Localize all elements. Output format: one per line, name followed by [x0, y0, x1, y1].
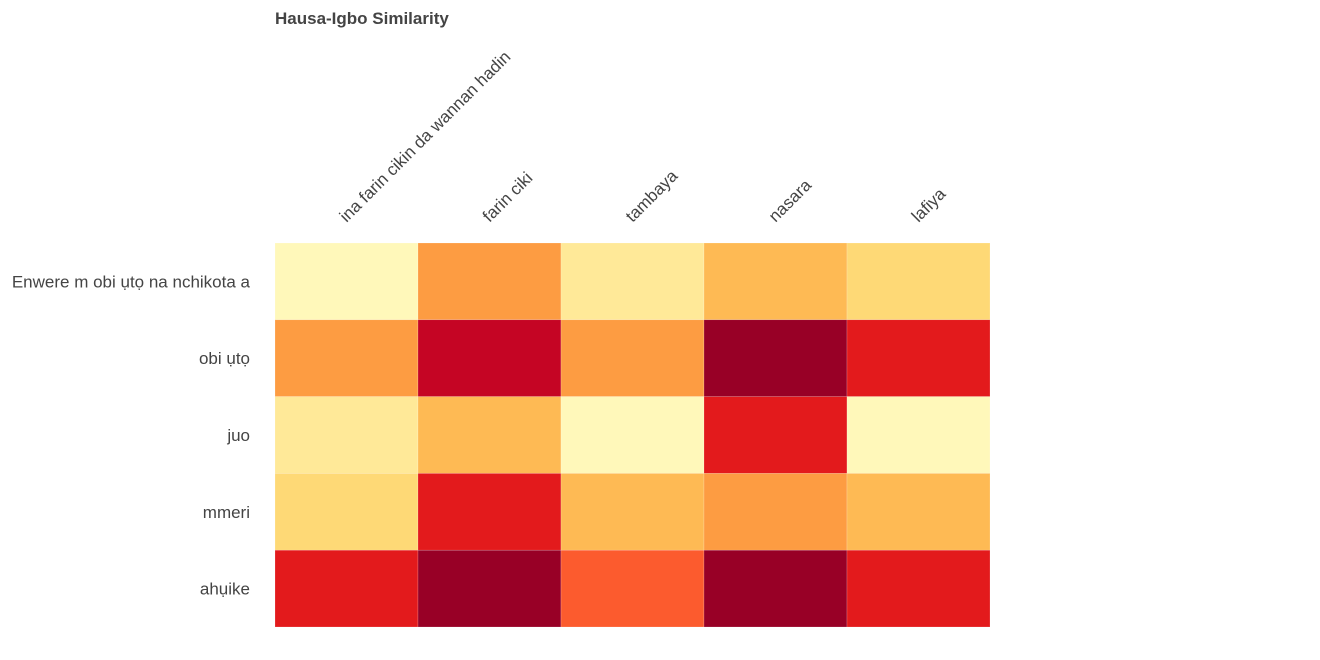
heatmap-cell-r0-c2[interactable] — [560, 242, 705, 321]
x-tick-label: nasara — [765, 175, 816, 226]
heatmap-cell-r0-c4[interactable] — [846, 242, 991, 321]
x-tick-label: ina farin cikin da wannan hadin — [336, 47, 515, 226]
heatmap-cells — [274, 242, 991, 628]
heatmap-cell-r1-c4[interactable] — [846, 319, 991, 397]
heatmap-cell-r1-c0[interactable] — [274, 319, 419, 397]
heatmap-cell-r1-c2[interactable] — [560, 319, 705, 397]
heatmap-cell-r3-c4[interactable] — [846, 473, 991, 551]
y-axis-labels: Enwere m obi ụtọ na nchikota a obi ụtọ juo… — [12, 272, 251, 598]
y-tick-label: obi ụtọ — [199, 349, 250, 368]
heatmap-cell-r4-c1[interactable] — [417, 549, 562, 628]
y-tick-label: mmeri — [203, 503, 250, 522]
heatmap-cell-r4-c2[interactable] — [560, 549, 705, 628]
heatmap-cell-r0-c3[interactable] — [703, 242, 848, 321]
x-tick-label: tambaya — [622, 166, 682, 226]
heatmap-cell-r2-c0[interactable] — [274, 396, 419, 474]
heatmap-cell-r2-c4[interactable] — [846, 396, 991, 474]
heatmap-cell-r0-c0[interactable] — [274, 242, 419, 321]
heatmap-cell-r2-c3[interactable] — [703, 396, 848, 474]
heatmap-cell-r4-c0[interactable] — [274, 549, 419, 628]
y-tick-label: ahụike — [200, 580, 250, 599]
heatmap-cell-r4-c3[interactable] — [703, 549, 848, 628]
heatmap-cell-r3-c2[interactable] — [560, 473, 705, 551]
heatmap-cell-r2-c2[interactable] — [560, 396, 705, 474]
heatmap-cell-r3-c1[interactable] — [417, 473, 562, 551]
heatmap-cell-r3-c3[interactable] — [703, 473, 848, 551]
x-tick-label: farin ciki — [479, 168, 537, 226]
chart-title: Hausa-Igbo Similarity — [275, 9, 449, 28]
heatmap-cell-r2-c1[interactable] — [417, 396, 562, 474]
heatmap-cell-r3-c0[interactable] — [274, 473, 419, 551]
heatmap-cell-r1-c1[interactable] — [417, 319, 562, 397]
heatmap-cell-r0-c1[interactable] — [417, 242, 562, 321]
y-tick-label: juo — [226, 426, 250, 445]
heatmap-cell-r1-c3[interactable] — [703, 319, 848, 397]
heatmap-cell-r4-c4[interactable] — [846, 549, 991, 628]
y-tick-label: Enwere m obi ụtọ na nchikota a — [12, 272, 251, 291]
x-tick-label: lafiya — [908, 184, 950, 226]
